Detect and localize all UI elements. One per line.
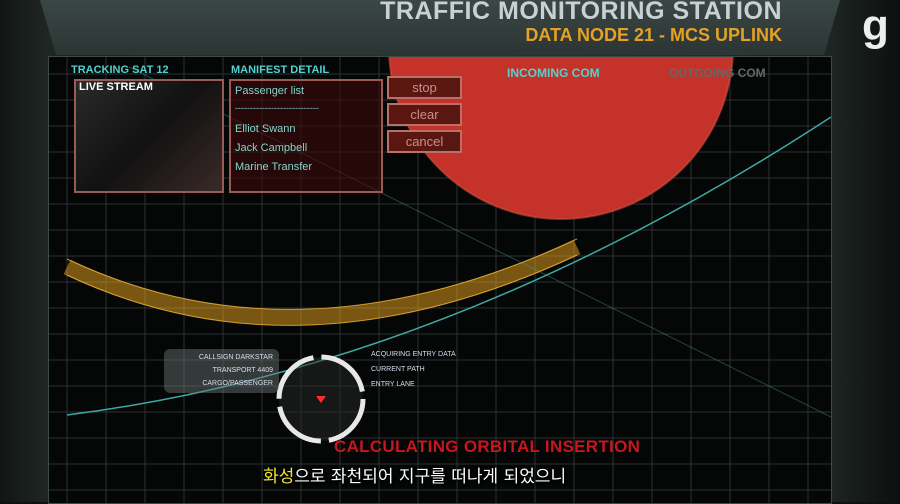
list-item[interactable]: Jack Campbell [235,142,308,154]
manifest-panel: Passenger list -------------------------… [229,79,383,193]
status-line: ACQUIRING ENTRY DATA [371,351,456,358]
list-item[interactable]: Elliot Swann [235,123,296,135]
outgoing-com-tab[interactable]: OUTGOING COM [669,66,766,80]
manifest-divider: ---------------------------- [235,103,319,113]
status-list: ACQUIRING ENTRY DATA CURRENT PATH ENTRY … [371,351,521,391]
planet-mars [389,57,733,219]
status-line: CURRENT PATH [371,366,425,373]
monitor-screen: TRACKING SAT 12 LIVE STREAM MANIFEST DET… [48,56,832,504]
station-title: TRAFFIC MONITORING STATION [380,0,782,25]
subtitle-caption: 화성으로 좌천되어 지구를 떠나게 되었으니 [263,462,566,487]
live-stream-label: LIVE STREAM [79,81,153,93]
station-subtitle: DATA NODE 21 - MCS UPLINK [525,25,782,45]
target-reticle [276,354,366,444]
header-bar [40,0,840,55]
ship-marker [316,396,326,403]
clear-button[interactable]: clear [387,103,462,126]
live-stream-feed[interactable]: LIVE STREAM [74,79,224,193]
ship-info-panel: CALLSIGN DARKSTAR TRANSPORT 4409 CARGO/P… [164,349,279,393]
tracking-label: TRACKING SAT 12 [71,64,169,76]
manifest-heading: Passenger list [235,85,305,97]
incoming-com-tab[interactable]: INCOMING COM [507,66,600,80]
subtitle-rest: 으로 좌천되어 지구를 떠나게 되었으니 [294,467,567,487]
channel-logo: g [862,1,889,50]
list-item[interactable]: Marine Transfer [235,161,313,173]
cancel-button[interactable]: cancel [387,130,462,153]
orbit-band [63,239,581,326]
cargo-type: CARGO/PASSENGER [202,380,273,387]
transport-id: TRANSPORT 4409 [212,367,273,374]
orbit-path [66,116,831,416]
status-line: ENTRY LANE [371,381,415,388]
stop-button[interactable]: stop [387,76,462,99]
alert-banner: CALCULATING ORBITAL INSERTION [334,437,641,456]
manifest-label: MANIFEST DETAIL [231,64,330,76]
callsign: CALLSIGN DARKSTAR [198,354,273,361]
subtitle-highlight: 화성 [263,467,295,487]
orbital-map [49,57,831,503]
